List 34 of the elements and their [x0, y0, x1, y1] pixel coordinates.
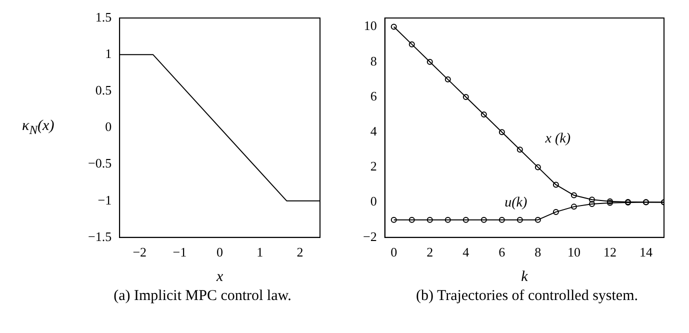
y-tick-label: 2: [370, 158, 377, 174]
x-tick-label: 0: [390, 244, 398, 260]
x-tick-label: 0: [216, 244, 224, 260]
y-tick-label: −2: [362, 228, 377, 244]
x-tick-label: 8: [534, 244, 542, 260]
x-tick-label: 10: [567, 244, 580, 260]
x-tick-label: 14: [639, 244, 653, 260]
y-tick-label: 6: [370, 88, 378, 104]
y-tick-label: 1.5: [95, 9, 112, 24]
x-tick-label: 2: [296, 244, 304, 260]
y-tick-label: 4: [370, 124, 378, 139]
y-tick-label: 8: [370, 53, 377, 68]
x-tick-label: 6: [498, 244, 506, 260]
y-tick-label: 1: [105, 46, 112, 61]
x-tick-label: 1: [256, 244, 264, 260]
text: (b) Trajectories of controlled system.: [414, 288, 640, 305]
x-axis-title: k: [521, 268, 528, 285]
y-tick-label: −0.5: [88, 156, 112, 171]
y-tick-label: −1: [98, 192, 112, 208]
y-axis-title: κ$_{N}$(x): [22, 118, 54, 138]
y-tick-label: 0: [105, 119, 112, 134]
y-tick-label: 10: [364, 18, 377, 34]
series-label: x (k): [544, 131, 571, 146]
y-tick-label: 0: [370, 194, 377, 209]
x-tick-label: 4: [462, 244, 470, 260]
y-tick-label: 0.5: [95, 82, 112, 98]
text: (a) Implicit MPC control law.: [112, 288, 292, 305]
x-axis-title: x: [215, 268, 224, 285]
x-tick-label: −1: [172, 244, 187, 260]
x-tick-label: 12: [603, 244, 616, 260]
x-tick-label: 2: [426, 244, 434, 260]
x-tick-label: −2: [132, 244, 147, 260]
y-tick-label: −1.5: [88, 228, 112, 244]
series-label: u(k): [504, 196, 528, 211]
